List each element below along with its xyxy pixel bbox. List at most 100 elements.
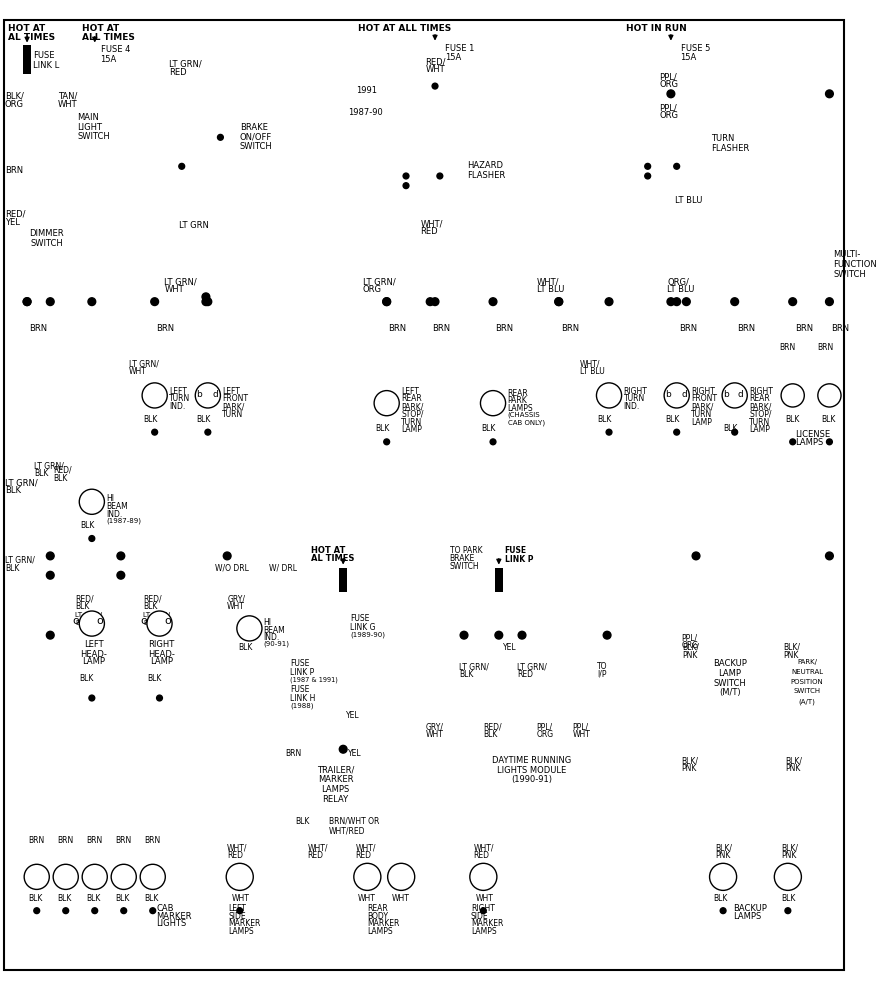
Text: BLK: BLK — [713, 894, 727, 903]
Text: LAMPS: LAMPS — [732, 912, 760, 921]
Text: IND.: IND. — [169, 402, 185, 411]
Text: BLK: BLK — [79, 674, 94, 683]
Text: RED: RED — [307, 850, 323, 859]
Text: BRN: BRN — [778, 344, 795, 352]
Text: BRN: BRN — [5, 166, 23, 175]
Text: RED: RED — [420, 228, 438, 237]
Text: LT GRN/: LT GRN/ — [5, 556, 35, 565]
Circle shape — [784, 908, 790, 914]
Text: BLK: BLK — [143, 620, 156, 626]
Text: BLK: BLK — [459, 670, 473, 679]
Circle shape — [237, 616, 261, 641]
Text: BEAM: BEAM — [262, 626, 284, 635]
Text: TURN: TURN — [169, 394, 190, 404]
Circle shape — [788, 298, 795, 306]
Bar — [68, 637, 121, 667]
Text: BRAKE: BRAKE — [449, 554, 474, 563]
Text: BRN: BRN — [144, 837, 160, 845]
Circle shape — [517, 632, 525, 639]
Text: BLK: BLK — [483, 730, 497, 739]
Text: TURN: TURN — [748, 418, 769, 427]
Text: o: o — [96, 616, 103, 626]
Text: WHT/: WHT/ — [355, 843, 376, 852]
Text: RED/: RED/ — [143, 595, 161, 604]
Bar — [439, 749, 623, 809]
Text: TO PARK: TO PARK — [449, 546, 481, 555]
Text: WHT/: WHT/ — [474, 843, 494, 852]
Text: DAYTIME RUNNING: DAYTIME RUNNING — [491, 756, 571, 765]
Text: BLK: BLK — [28, 894, 42, 903]
Text: LT GRN/: LT GRN/ — [169, 60, 202, 69]
Text: RELAY: RELAY — [322, 795, 348, 804]
Text: BLK/: BLK/ — [781, 843, 797, 852]
Circle shape — [403, 173, 409, 179]
Text: LT GRN/: LT GRN/ — [164, 277, 196, 286]
Text: PARK/: PARK/ — [690, 402, 713, 411]
Circle shape — [825, 439, 831, 445]
Circle shape — [34, 908, 39, 914]
Text: BODY: BODY — [367, 912, 388, 921]
Circle shape — [824, 552, 832, 559]
Text: IND.: IND. — [623, 402, 639, 411]
Text: BRN: BRN — [29, 324, 47, 333]
Text: LIGHT: LIGHT — [77, 123, 103, 132]
Text: SIDE: SIDE — [228, 912, 246, 921]
Circle shape — [46, 298, 54, 306]
Text: BLK: BLK — [57, 894, 71, 903]
Text: BRN: BRN — [156, 324, 175, 333]
Text: PNK: PNK — [782, 650, 797, 659]
Text: FUSE 4: FUSE 4 — [101, 46, 130, 54]
Text: PARK: PARK — [507, 396, 527, 405]
Text: PNK: PNK — [681, 650, 697, 659]
Text: REAR: REAR — [367, 904, 388, 913]
Text: IND.: IND. — [106, 510, 123, 519]
Text: LT GRN/: LT GRN/ — [362, 277, 395, 286]
Circle shape — [53, 864, 78, 889]
Text: LINK G: LINK G — [350, 623, 375, 632]
Text: RIGHT: RIGHT — [690, 387, 714, 396]
Circle shape — [46, 552, 54, 559]
Text: LT GRN/: LT GRN/ — [459, 662, 488, 671]
Bar — [781, 654, 833, 708]
Circle shape — [179, 163, 184, 169]
Text: BLK: BLK — [53, 474, 68, 483]
Text: CAB ONLY): CAB ONLY) — [507, 420, 544, 426]
Circle shape — [602, 632, 610, 639]
Text: BRN: BRN — [28, 837, 44, 845]
Circle shape — [480, 391, 505, 416]
Circle shape — [121, 908, 126, 914]
Text: LAMP: LAMP — [150, 657, 173, 666]
Text: LAMP: LAMP — [690, 418, 711, 427]
Circle shape — [151, 298, 159, 306]
Text: WHT/RED: WHT/RED — [328, 827, 365, 836]
Bar — [23, 46, 31, 74]
Text: PNK: PNK — [715, 850, 730, 859]
Text: RED: RED — [169, 67, 187, 76]
Text: LAMPS: LAMPS — [228, 927, 253, 937]
Text: b: b — [665, 390, 670, 399]
Text: BRN/WHT OR: BRN/WHT OR — [328, 817, 379, 826]
Text: LIGHTS: LIGHTS — [156, 920, 187, 929]
Bar — [688, 654, 773, 708]
Circle shape — [92, 908, 97, 914]
Text: MARKER: MARKER — [317, 775, 353, 784]
Text: HEAD-: HEAD- — [148, 649, 175, 658]
Circle shape — [203, 298, 211, 306]
Circle shape — [382, 298, 390, 306]
Text: BRN: BRN — [816, 344, 832, 352]
Text: BRN: BRN — [794, 324, 812, 333]
Text: HEAD-: HEAD- — [80, 649, 107, 658]
Text: LINK L: LINK L — [32, 61, 59, 70]
Text: LAMPS: LAMPS — [794, 438, 822, 446]
Text: BLK: BLK — [80, 521, 95, 530]
Bar — [10, 225, 82, 261]
Text: REAR: REAR — [507, 389, 528, 398]
Circle shape — [237, 908, 242, 914]
Text: FUSE: FUSE — [350, 614, 369, 623]
Text: TO: TO — [596, 662, 607, 671]
Text: WHT/: WHT/ — [227, 843, 247, 852]
Text: RED/: RED/ — [424, 57, 446, 66]
Text: I/P: I/P — [596, 670, 606, 679]
Text: SWITCH: SWITCH — [239, 143, 272, 151]
Text: BRN: BRN — [285, 749, 301, 758]
